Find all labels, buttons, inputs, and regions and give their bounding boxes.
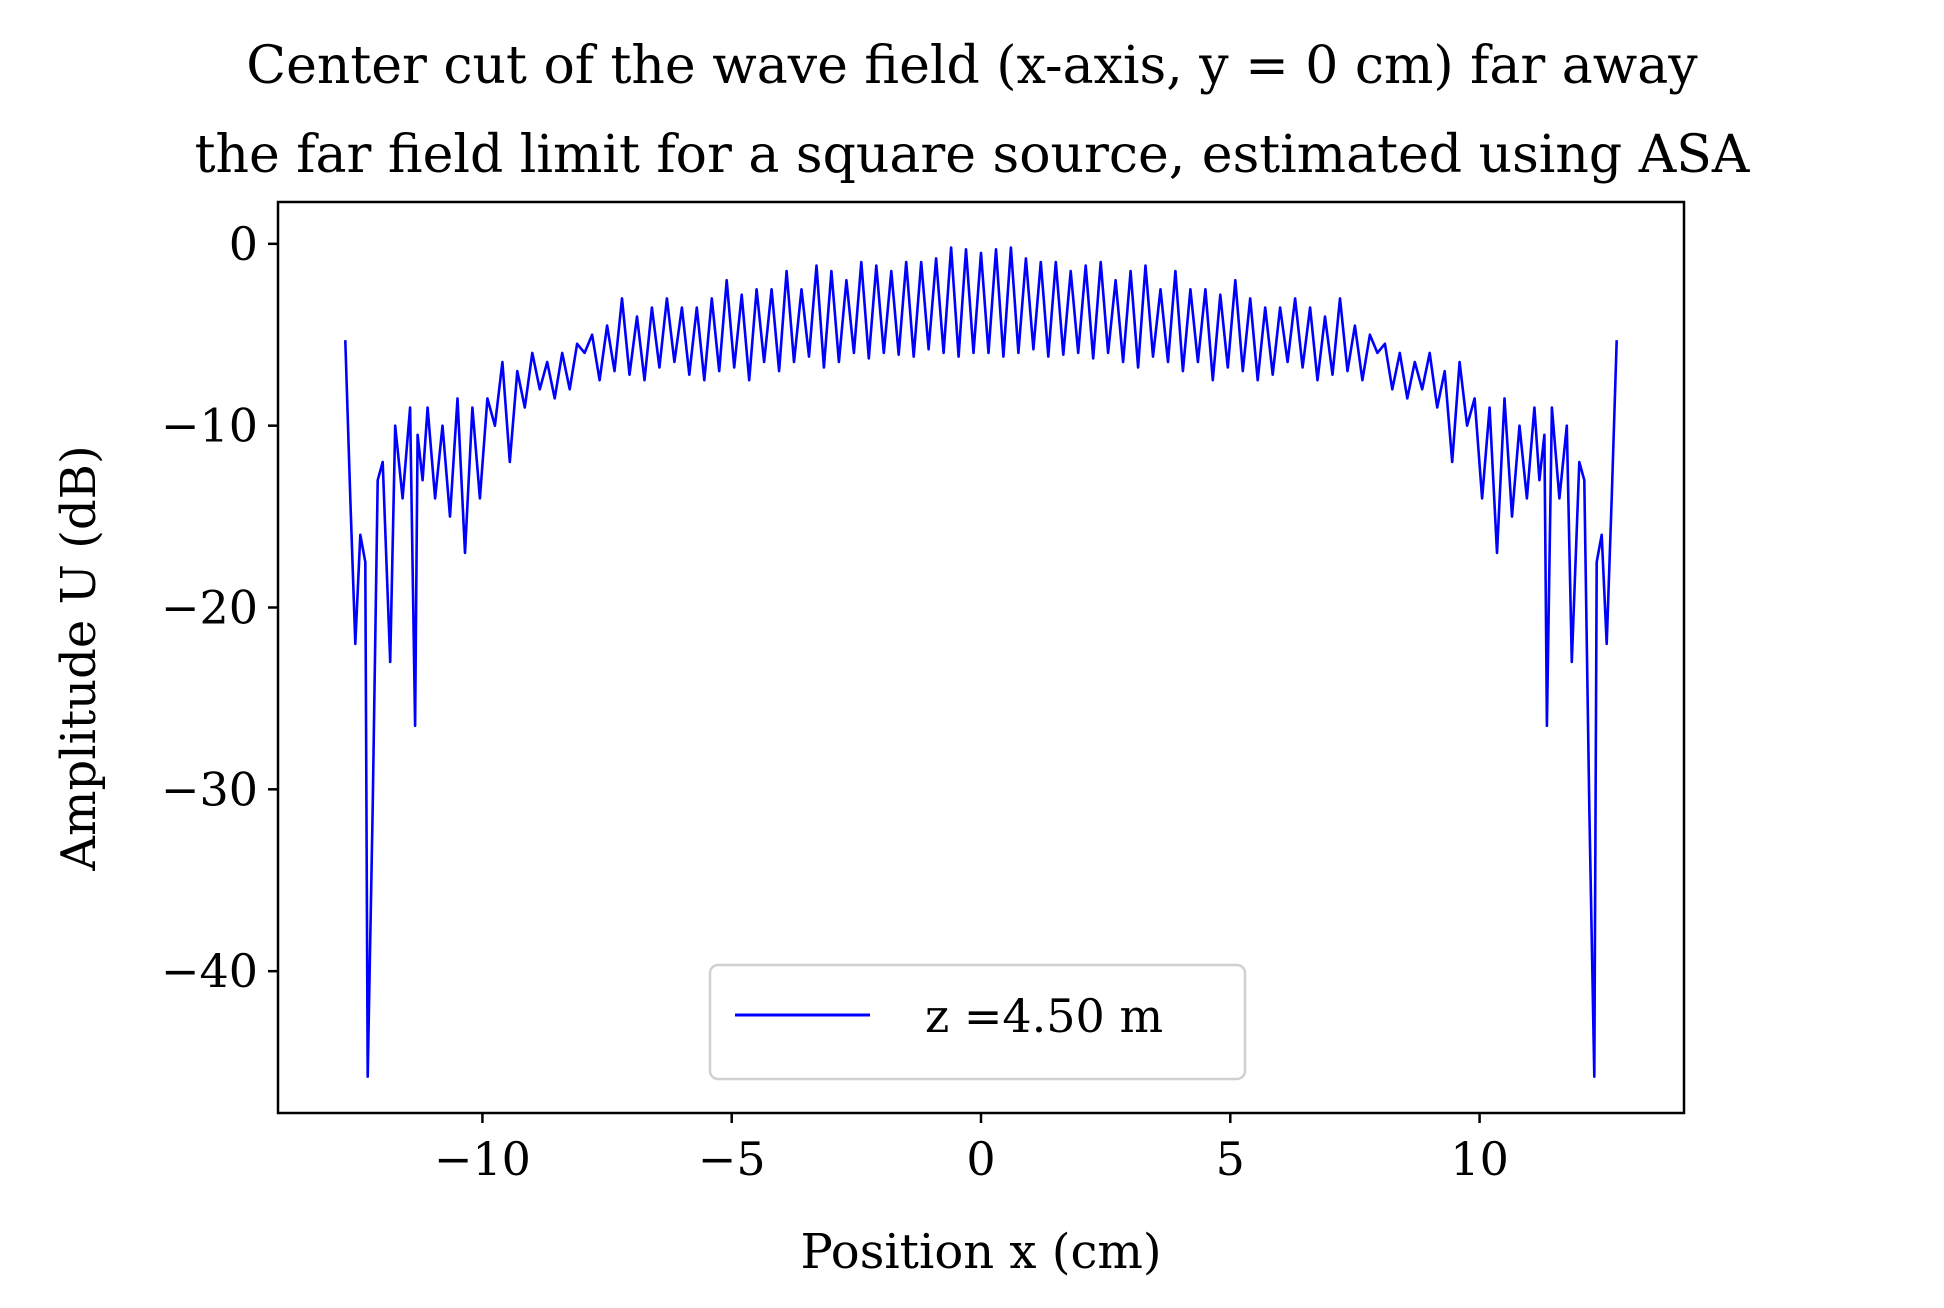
y-tick-label: −30 xyxy=(161,762,258,816)
y-axis-label: Amplitude U (dB) xyxy=(51,445,107,871)
y-tick-label: −40 xyxy=(161,944,258,998)
y-tick-label: −20 xyxy=(161,580,258,634)
y-tick-label: −10 xyxy=(161,399,258,453)
series-line xyxy=(344,246,1618,1078)
chart-title-line-1: Center cut of the wave field (x-axis, y … xyxy=(246,36,1698,96)
legend: z =4.50 m xyxy=(708,963,1247,1081)
x-tick-label: −5 xyxy=(698,1132,766,1186)
x-tick-label: −10 xyxy=(434,1132,531,1186)
y-tick-label: 0 xyxy=(229,217,258,271)
legend-label: z =4.50 m xyxy=(925,989,1163,1043)
chart-title-line-2: the far field limit for a square source,… xyxy=(195,125,1751,185)
x-tick-label: 10 xyxy=(1450,1132,1509,1186)
x-axis-label: Position x (cm) xyxy=(800,1224,1161,1280)
x-tick-label: 0 xyxy=(966,1132,995,1186)
legend-box xyxy=(708,963,1247,1081)
x-tick-label: 5 xyxy=(1216,1132,1245,1186)
